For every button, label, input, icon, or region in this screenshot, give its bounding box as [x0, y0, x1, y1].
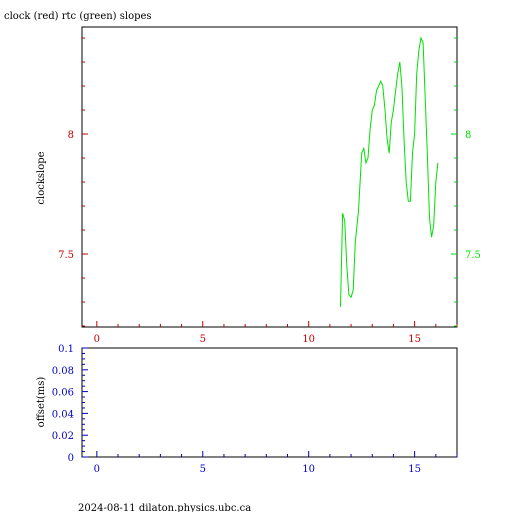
bottom-x-tick-label: 15: [408, 464, 421, 475]
top-left-y-tick-label: 7.5: [58, 250, 74, 261]
bottom-x-tick-label: 5: [200, 464, 206, 475]
top-y-axis-label: clockslope: [36, 151, 47, 204]
bottom-y-tick-label: 0.02: [52, 431, 74, 442]
bottom-x-tick-label: 10: [302, 464, 315, 475]
bottom-plot-frame: [81, 347, 458, 458]
top-x-tick-label: 5: [200, 334, 206, 345]
top-plot-frame: [81, 26, 458, 328]
bottom-y-tick-label: 0.06: [52, 388, 74, 399]
bottom-panel: 0 5 10 15 0 0.02 0.04 0.06 0.08 0.1 offset(ms): [36, 344, 458, 475]
top-x-tick-label: 15: [408, 334, 421, 345]
footer-label: 2024-08-11 dilaton.physics.ubc.ca: [78, 503, 251, 512]
bottom-y-axis-label: offset(ms): [36, 377, 47, 428]
bottom-x-tick-label: 0: [94, 464, 100, 475]
top-x-tick-label: 10: [302, 334, 315, 345]
top-right-y-tick-label: 7.5: [465, 250, 481, 261]
top-panel: 0 5 10 15 7.5 8 7.5 8 clockslope: [36, 26, 481, 345]
top-ticks: 0 5 10 15 7.5 8 7.5 8: [58, 37, 481, 345]
bottom-y-tick-label: 0.1: [58, 344, 74, 355]
chart-title: clock (red) rtc (green) slopes: [4, 11, 152, 22]
top-x-tick-label: 0: [94, 334, 100, 345]
bottom-y-tick-label: 0.04: [52, 409, 74, 420]
bottom-y-tick-label: 0: [68, 453, 74, 464]
top-right-y-tick-label: 8: [465, 130, 471, 141]
top-left-y-tick-label: 8: [68, 130, 74, 141]
rtc-slope-line: [340, 36, 439, 307]
bottom-y-tick-label: 0.08: [52, 366, 74, 377]
bottom-ticks: 0 5 10 15 0 0.02 0.04 0.06 0.08 0.1: [52, 344, 458, 475]
top-series: [340, 36, 439, 307]
